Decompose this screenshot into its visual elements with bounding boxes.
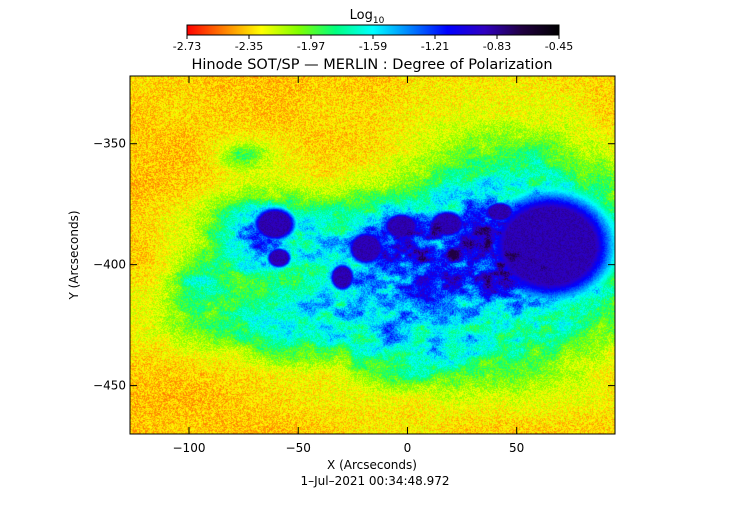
- colorbar-tick-label: -2.35: [235, 40, 263, 53]
- colorbar-tick-label: -1.59: [359, 40, 387, 53]
- y-tick-label: −450: [93, 379, 126, 393]
- y-axis-label: Y (Arcseconds): [67, 210, 81, 300]
- plot-area: −100 −50 0 50 −350 −400 −450: [93, 75, 616, 455]
- x-tick-label: −50: [286, 441, 311, 455]
- colorbar-tick-label: -0.83: [483, 40, 511, 53]
- y-tick-label: −400: [93, 258, 126, 272]
- y-tick-label: −350: [93, 137, 126, 151]
- colorbar: [186, 24, 560, 36]
- chart-title: Hinode SOT/SP — MERLIN : Degree of Polar…: [191, 57, 552, 73]
- x-tick-label: 50: [509, 441, 524, 455]
- x-axis-label: X (Arcseconds): [327, 458, 417, 472]
- x-axis-ticks: −100 −50 0 50: [173, 76, 524, 455]
- colorbar-tick-label: -0.45: [545, 40, 573, 53]
- x-tick-label: 0: [404, 441, 412, 455]
- colorbar-tick-label: -1.21: [421, 40, 449, 53]
- x-tick-label: −100: [173, 441, 206, 455]
- colorbar-ticks: -2.73 -2.35 -1.97 -1.59 -1.21 -0.83 -0.45: [173, 35, 573, 53]
- colorbar-label: Log10: [350, 8, 385, 26]
- colorbar-tick-label: -2.73: [173, 40, 201, 53]
- y-axis-ticks: −350 −400 −450: [93, 137, 615, 393]
- plot-frame: [129, 75, 616, 435]
- polarization-heatmap: [130, 76, 615, 434]
- colorbar-tick-label: -1.97: [297, 40, 325, 53]
- timestamp: 1–Jul–2021 00:34:48.972: [300, 474, 449, 488]
